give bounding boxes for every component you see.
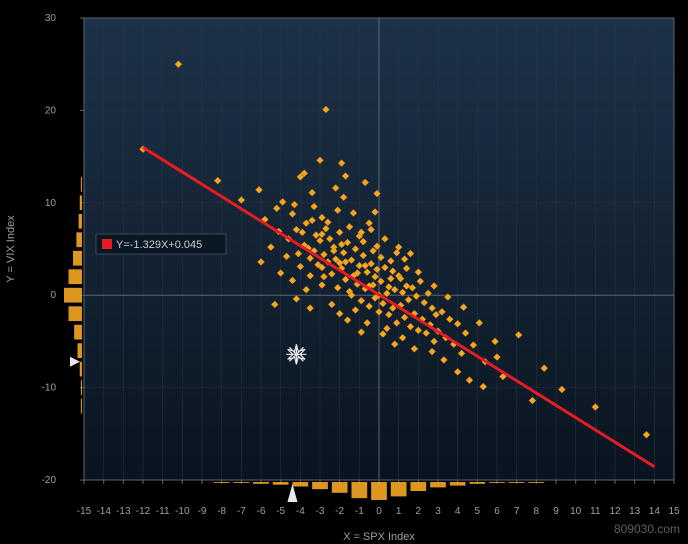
y-hist-bar [81,177,82,192]
x-tick-label: -14 [96,506,111,517]
x-tick-label: 12 [609,506,621,517]
x-axis-label: X = SPX Index [343,531,415,543]
x-tick-label: -10 [175,506,190,517]
x-tick-label: 14 [649,506,661,517]
x-tick-label: -4 [296,506,305,517]
x-hist-bar [430,482,446,487]
y-hist-bar [69,306,83,321]
x-tick-label: -7 [237,506,246,517]
y-tick-label: -20 [42,475,57,486]
y-hist-bar [69,269,83,284]
x-tick-label: -2 [335,506,344,517]
watermark-text: 809030.com [614,522,680,536]
x-tick-label: -13 [116,506,131,517]
y-tick-label: 30 [45,13,57,24]
x-tick-label: -15 [77,506,92,517]
y-tick-label: 10 [45,198,57,209]
x-hist-bar [351,482,367,498]
x-tick-label: 1 [396,506,402,517]
x-tick-label: -1 [355,506,364,517]
y-hist-bar [74,325,82,340]
x-hist-bar [292,482,308,487]
x-tick-label: -3 [316,506,325,517]
x-tick-label: 7 [514,506,520,517]
x-tick-label: 2 [416,506,422,517]
x-tick-label: 10 [570,506,582,517]
legend-text: Y=-1.329X+0.045 [116,239,202,251]
y-hist-bar [81,399,82,414]
x-tick-label: 9 [553,506,559,517]
x-tick-label: 3 [435,506,441,517]
x-tick-label: 0 [376,506,382,517]
x-tick-label: 6 [494,506,500,517]
x-tick-label: 5 [475,506,481,517]
x-tick-label: -12 [136,506,151,517]
x-hist-bar [312,482,328,489]
y-hist-bar [64,288,82,303]
x-hist-bar [233,482,249,483]
x-hist-bar [509,482,525,483]
x-tick-label: 15 [668,506,680,517]
y-hist-bar [79,214,82,229]
y-hist-bar [76,232,82,247]
x-hist-bar [273,482,289,485]
x-tick-label: -5 [276,506,285,517]
x-hist-bar [253,482,269,484]
x-tick-label: 8 [534,506,540,517]
x-tick-label: 11 [590,506,601,517]
x-tick-label: 13 [629,506,641,517]
x-tick-label: -11 [156,506,170,517]
x-tick-label: -6 [257,506,266,517]
x-hist-bar [410,482,426,491]
x-tick-label: -9 [198,506,207,517]
y-axis-label: Y = VIX Index [5,215,17,283]
y-hist-bar [80,195,82,210]
y-tick-label: -10 [42,383,57,394]
y-tick-label: 20 [45,105,57,116]
x-hist-bar [214,482,230,483]
x-hist-bar [332,482,348,493]
x-hist-bar [489,482,505,483]
scatter-chart: Y=-1.329X+0.045-15-14-13-12-11-10-9-8-7-… [0,0,688,544]
x-tick-label: 4 [455,506,461,517]
x-hist-bar [391,482,407,496]
x-hist-bar [528,482,544,483]
x-hist-bar [469,482,485,484]
y-hist-bar [73,251,82,266]
y-hist-bar [80,362,82,377]
y-hist-bar [78,343,83,358]
x-hist-bar [450,482,466,486]
x-tick-label: -8 [217,506,226,517]
y-hist-bar [81,380,82,395]
y-tick-label: 0 [50,290,56,301]
x-hist-bar [371,482,387,500]
